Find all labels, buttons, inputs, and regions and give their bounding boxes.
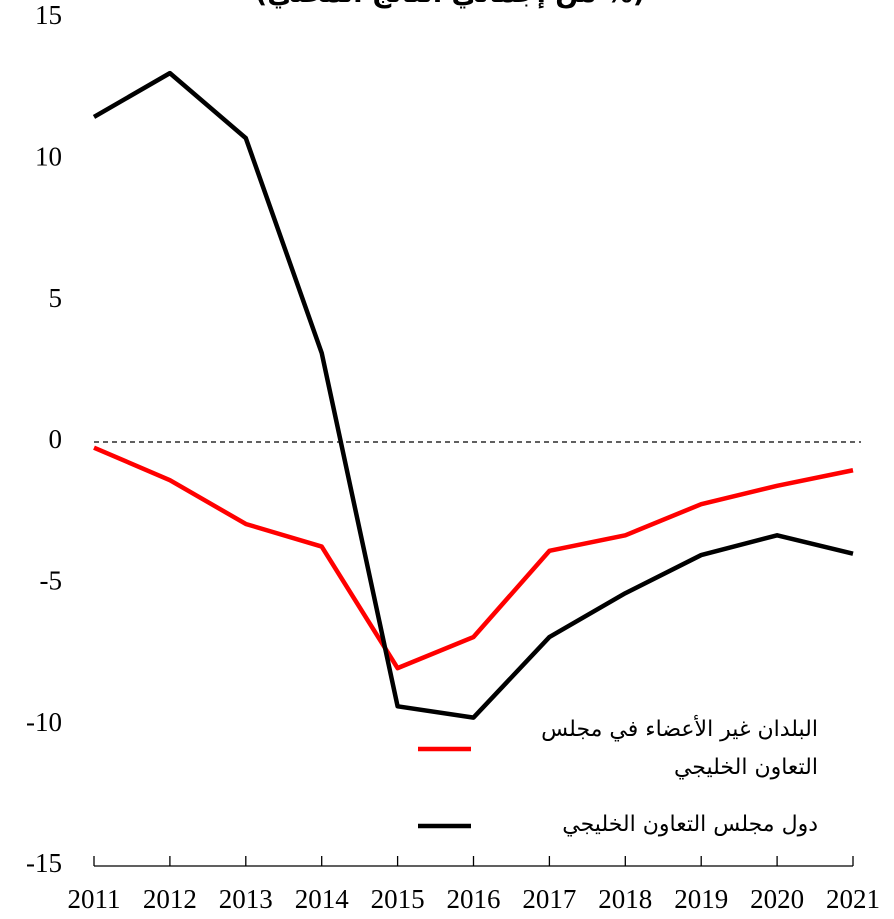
y-tick-label: 5 <box>49 283 63 313</box>
y-tick-label: -15 <box>26 848 62 878</box>
x-tick-label: 2014 <box>295 884 350 914</box>
x-tick-label: 2018 <box>598 884 652 914</box>
legend-label: دول مجلس التعاون الخليجي <box>562 812 818 837</box>
series-line <box>93 445 854 671</box>
chart-title: (% من إجمالي الناتج المحلي) <box>200 0 700 9</box>
x-tick-label: 2011 <box>68 884 121 914</box>
y-tick-label: -10 <box>26 707 62 737</box>
y-tick-label: 15 <box>35 0 62 30</box>
x-tick-label: 2019 <box>674 884 728 914</box>
x-tick-label: 2021 <box>826 884 880 914</box>
x-tick-label: 2015 <box>371 884 425 914</box>
x-tick-label: 2017 <box>522 884 576 914</box>
series-line <box>92 70 854 720</box>
y-tick-label: -5 <box>40 566 63 596</box>
x-tick-label: 2016 <box>447 884 501 914</box>
x-tick-label: 2013 <box>219 884 273 914</box>
y-tick-label: 0 <box>49 424 63 454</box>
y-tick-label: 10 <box>35 142 62 172</box>
legend-label: البلدان غير الأعضاء في مجلس التعاون الخل… <box>541 717 818 780</box>
x-tick-label: 2012 <box>143 884 197 914</box>
x-tick-label: 2020 <box>750 884 804 914</box>
